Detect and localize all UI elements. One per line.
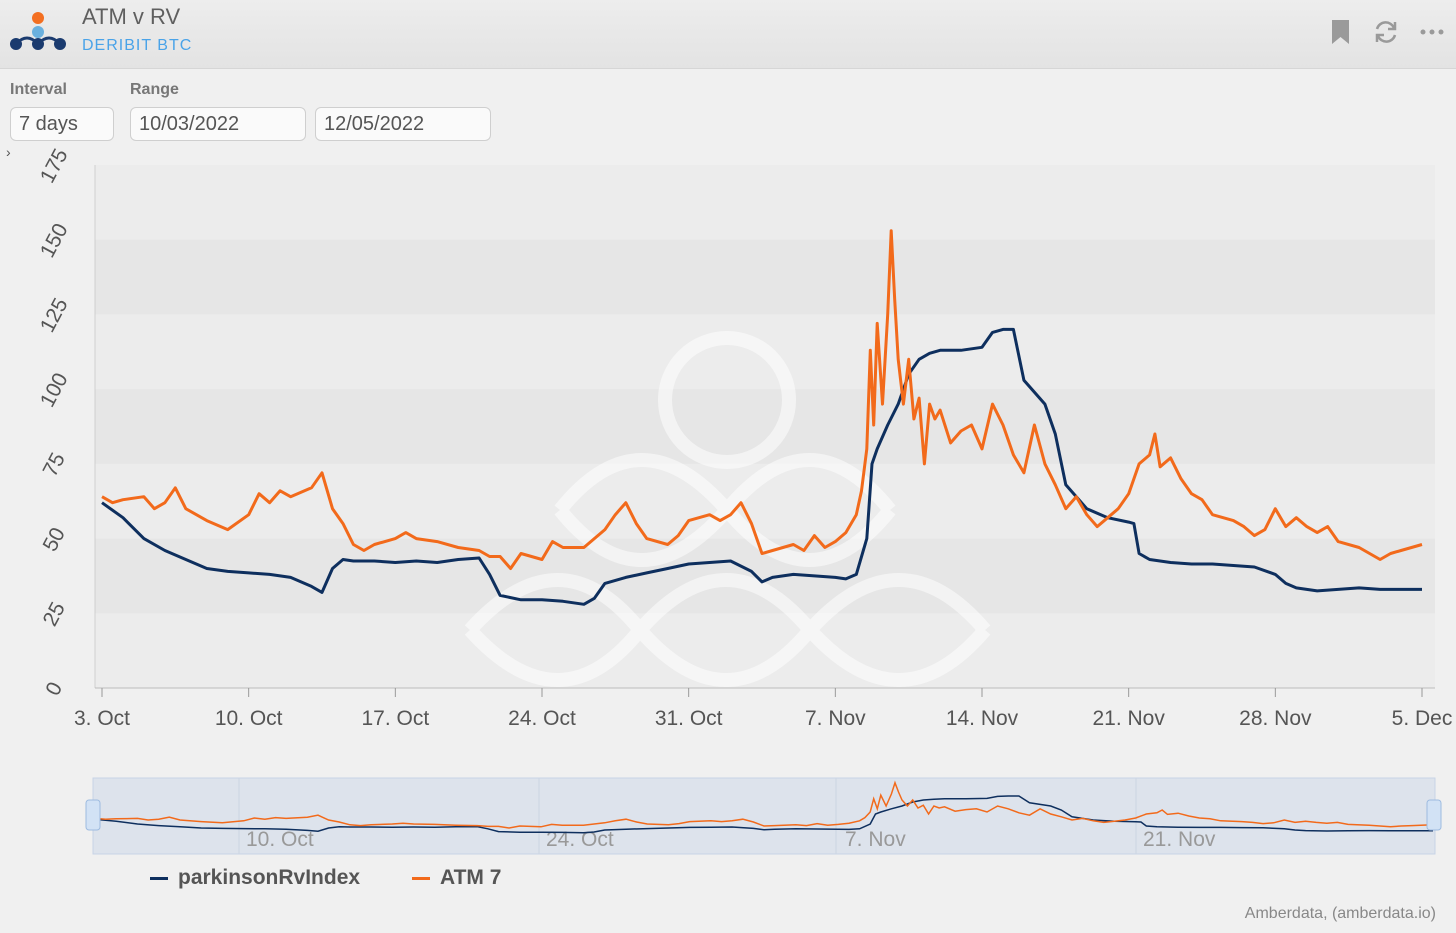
series-lines	[101, 229, 1423, 606]
x-tick-label: 3. Oct	[74, 707, 130, 730]
x-tick-label: 17. Oct	[361, 707, 429, 730]
expand-chevron-icon[interactable]: ›	[6, 144, 11, 160]
y-tick-label: 50	[39, 524, 70, 555]
chart-subtitle: DERIBIT BTC	[82, 37, 193, 54]
navigator-tick-label: 10. Oct	[246, 828, 314, 851]
chart-title: ATM v RV	[82, 4, 181, 29]
y-tick-label: 75	[39, 449, 70, 480]
navigator-handle-right[interactable]	[1426, 799, 1442, 831]
y-tick-label: 100	[36, 369, 73, 411]
amberdata-logo	[10, 12, 66, 50]
navigator-handle-left[interactable]	[85, 799, 101, 831]
y-tick-label: 125	[36, 295, 73, 337]
x-tick-label: 5. Dec	[1392, 707, 1453, 730]
navigator-line-rv	[94, 795, 1433, 834]
credits[interactable]: Amberdata, (amberdata.io)	[1244, 905, 1436, 922]
x-tick-label: 7. Nov	[805, 707, 866, 730]
legend-item-atm[interactable]: ATM 7	[412, 866, 501, 890]
watermark-logo	[464, 331, 991, 687]
legend-label-atm: ATM 7	[440, 866, 502, 889]
range-start-input[interactable]	[130, 107, 306, 141]
bookmark-icon[interactable]	[1327, 18, 1355, 46]
legend-label-rv: parkinsonRvIndex	[178, 866, 361, 889]
legend-item-rv[interactable]: parkinsonRvIndex	[150, 866, 360, 890]
y-tick-label: 25	[39, 599, 70, 630]
refresh-icon[interactable]	[1372, 18, 1400, 46]
series-line-rv	[101, 327, 1422, 606]
range-label: Range	[130, 81, 179, 98]
range-end-input[interactable]	[315, 107, 491, 141]
more-icon[interactable]	[1418, 18, 1446, 46]
navigator-line-atm	[94, 780, 1434, 829]
navigator-tick-label: 7. Nov	[845, 828, 906, 851]
chart-header: ATM v RV DERIBIT BTC	[0, 0, 1456, 69]
x-tick-label: 21. Nov	[1092, 707, 1165, 730]
navigator-tick-label: 21. Nov	[1143, 828, 1216, 851]
y-tick-label: 150	[36, 220, 73, 262]
x-tick-label: 14. Nov	[946, 707, 1019, 730]
plot-background	[94, 165, 1435, 689]
legend-swatch-rv	[150, 876, 168, 880]
x-tick-label: 31. Oct	[655, 707, 723, 730]
x-tick-label: 28. Nov	[1239, 707, 1312, 730]
y-tick-label: 175	[36, 145, 73, 187]
interval-input[interactable]	[10, 107, 114, 141]
x-axis: 3. Oct 10. Oct 17. Oct 24. Oct 31. Oct 7. Nov…	[74, 688, 1452, 730]
interval-label: Interval	[10, 81, 67, 98]
x-tick-label: 24. Oct	[508, 707, 576, 730]
navigator[interactable]: 10. Oct 24. Oct 7. Nov 21. Nov	[85, 777, 1442, 855]
x-tick-label: 10. Oct	[215, 707, 283, 730]
y-axis: 0 25 50 75 100 125 150 175	[36, 145, 73, 699]
navigator-tick-label: 24. Oct	[546, 828, 614, 851]
y-tick-label: 0	[41, 678, 67, 699]
series-line-atm	[101, 229, 1423, 570]
legend-swatch-atm	[412, 876, 430, 880]
